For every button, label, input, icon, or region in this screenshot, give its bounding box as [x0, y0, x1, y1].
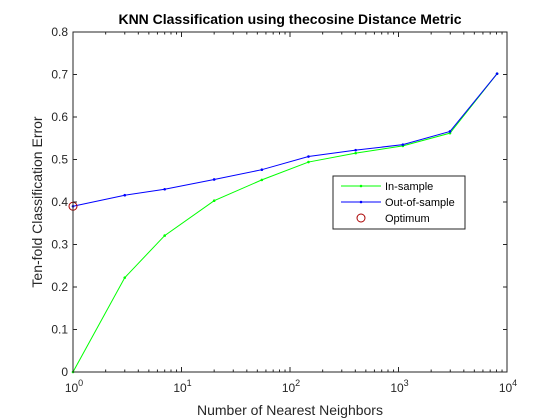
y-tick-label: 0.7 [51, 68, 68, 82]
y-tick-label: 0.6 [51, 110, 68, 124]
out-of-sample-point [307, 155, 310, 158]
y-tick-label: 0.4 [51, 195, 68, 209]
y-tick-label: 0.3 [51, 238, 68, 252]
legend-label-out-of-sample: Out-of-sample [385, 197, 455, 209]
out-of-sample-point [354, 148, 357, 152]
in-sample-point [123, 276, 127, 279]
in-sample-point [307, 160, 310, 164]
in-sample-point [163, 234, 166, 237]
out-of-sample-point [260, 168, 264, 171]
legend-label-optimum: Optimum [385, 213, 430, 225]
out-of-sample-point [448, 130, 452, 133]
x-tick-label: 102 [282, 378, 300, 395]
in-sample-point [354, 151, 357, 155]
legend-point-out-of-sample [359, 200, 363, 204]
legend-symbol-optimum [356, 213, 366, 223]
x-tick-label: 103 [390, 378, 408, 395]
legend-point-in-sample [359, 184, 363, 188]
out-of-sample-point [123, 193, 127, 197]
legend-box [332, 175, 466, 230]
y-tick-label: 0.2 [51, 280, 68, 294]
out-of-sample-point [495, 72, 499, 75]
y-tick-label: 0.8 [51, 25, 68, 39]
in-sample-point [260, 178, 264, 182]
out-of-sample-line [72, 73, 498, 207]
x-tick-label: 101 [173, 378, 191, 395]
x-tick-label: 104 [499, 378, 517, 395]
x-axis-label: Number of Nearest Neighbors [197, 402, 383, 418]
legend-label-in-sample: In-sample [385, 181, 433, 193]
series-lines [72, 73, 498, 373]
y-tick-label: 0 [61, 365, 68, 379]
in-sample-line [72, 73, 498, 373]
chart-title: KNN Classification using thecosine Dista… [118, 11, 461, 27]
in-sample-point [212, 199, 216, 203]
y-tick-label: 0.5 [51, 153, 68, 167]
legend: In-sample Out-of-sample Optimum [332, 175, 466, 230]
axis-ticks: 0 0.1 0.2 0.3 0.4 0.5 0.6 0.7 0.8 100 101 102 103 104 [51, 25, 517, 395]
x-tick-label: 100 [65, 378, 83, 395]
y-axis-label: Ten-fold Classification Error [29, 116, 45, 288]
out-of-sample-point [212, 178, 216, 181]
y-tick-label: 0.1 [51, 323, 68, 337]
out-of-sample-point [401, 143, 405, 146]
out-of-sample-point [163, 187, 166, 191]
